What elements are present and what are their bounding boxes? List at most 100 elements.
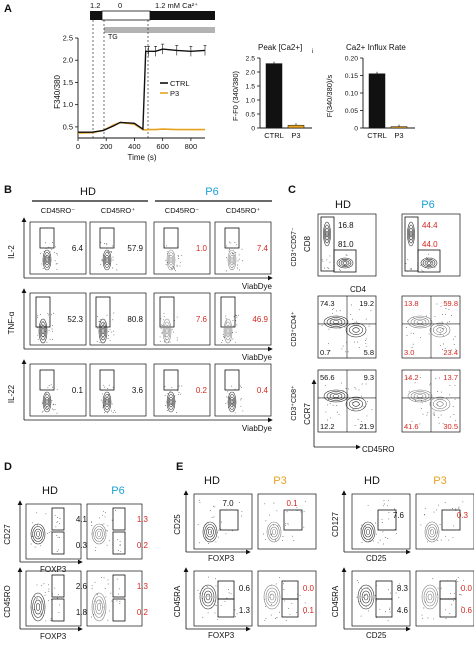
peak-cat-label: CTRL bbox=[264, 131, 284, 140]
flow-plot-e-1-r1-c0: 8.3 4.6 bbox=[351, 570, 411, 627]
flow-plot-e-1-r0-c0: 7.6 bbox=[351, 493, 411, 550]
gate-box bbox=[51, 507, 65, 531]
event-dot bbox=[40, 314, 42, 316]
event-dot bbox=[33, 540, 34, 542]
event-dot bbox=[346, 320, 348, 322]
plot-frame bbox=[89, 292, 147, 346]
event-dot bbox=[44, 594, 46, 596]
gate-box bbox=[112, 507, 126, 531]
event-dot bbox=[412, 343, 414, 345]
event-dot bbox=[363, 406, 365, 408]
event-dot bbox=[433, 538, 435, 540]
event-dot bbox=[176, 339, 178, 341]
flow-plot-d-r1-c1: 1.3 0.2 bbox=[86, 570, 149, 627]
event-dot bbox=[284, 600, 286, 602]
panel-e-xlabel-1-1: CD25 bbox=[366, 631, 387, 640]
gate-value: 0.1 bbox=[72, 386, 84, 395]
event-dot bbox=[100, 263, 102, 265]
event-dot bbox=[56, 517, 58, 518]
plot-frame bbox=[257, 493, 317, 550]
trace-ytick-label: 0.5 bbox=[63, 122, 73, 131]
event-dot bbox=[436, 391, 438, 392]
event-dot bbox=[369, 539, 371, 541]
event-dot bbox=[296, 506, 298, 508]
event-dot bbox=[338, 413, 340, 415]
event-dot bbox=[227, 334, 229, 336]
population-contour bbox=[42, 391, 52, 413]
event-dot bbox=[336, 411, 338, 413]
population-contour bbox=[227, 249, 237, 271]
event-dot bbox=[213, 516, 215, 518]
panel-d-xlabel-1: FOXP3 bbox=[40, 632, 67, 641]
population-contour bbox=[326, 317, 346, 327]
population-contour bbox=[263, 584, 281, 610]
gate-value: 0.3 bbox=[457, 511, 469, 520]
event-dot bbox=[421, 402, 423, 404]
gate-value: 0.2 bbox=[137, 608, 149, 617]
event-dot bbox=[226, 396, 228, 398]
event-dot bbox=[428, 253, 430, 255]
event-dot bbox=[105, 529, 107, 531]
panel-label-c: C bbox=[288, 184, 296, 196]
event-dot bbox=[231, 403, 233, 405]
event-dot bbox=[205, 537, 207, 539]
event-dot bbox=[208, 543, 210, 545]
event-dot bbox=[235, 251, 237, 253]
event-dot bbox=[296, 510, 298, 512]
population-contour bbox=[93, 596, 105, 618]
event-dot bbox=[365, 342, 367, 344]
event-dot bbox=[107, 391, 109, 393]
event-dot bbox=[173, 252, 175, 254]
event-dot bbox=[99, 246, 101, 248]
gate-box bbox=[163, 227, 179, 249]
population-contour bbox=[407, 389, 433, 403]
event-dot bbox=[264, 503, 266, 505]
plot-frame bbox=[415, 493, 474, 550]
event-dot bbox=[39, 332, 41, 334]
event-dot bbox=[455, 508, 457, 510]
event-dot bbox=[48, 329, 50, 331]
gate-box bbox=[320, 216, 335, 272]
gate-box bbox=[39, 227, 55, 249]
flow-plot-d-r1-c0: 2.6 1.8 bbox=[25, 570, 88, 627]
event-dot bbox=[199, 502, 201, 504]
event-dot bbox=[333, 307, 335, 309]
event-dot bbox=[103, 323, 105, 325]
event-dot bbox=[30, 543, 32, 545]
population-contour bbox=[345, 322, 367, 338]
event-dot bbox=[160, 327, 162, 329]
event-dot bbox=[452, 600, 454, 602]
gate-box bbox=[217, 580, 235, 600]
event-dot bbox=[55, 526, 57, 528]
event-dot bbox=[270, 584, 272, 586]
event-dot bbox=[48, 314, 50, 316]
event-dot bbox=[296, 612, 298, 614]
event-dot bbox=[226, 270, 227, 272]
population-contour bbox=[164, 324, 170, 338]
event-dot bbox=[233, 605, 235, 607]
event-dot bbox=[107, 583, 109, 585]
event-dot bbox=[234, 242, 236, 243]
event-dot bbox=[178, 255, 179, 257]
event-dot bbox=[235, 320, 237, 321]
event-dot bbox=[365, 338, 367, 340]
population-contour bbox=[410, 317, 430, 327]
event-dot bbox=[235, 616, 236, 618]
event-dot bbox=[167, 393, 169, 395]
event-dot bbox=[296, 598, 298, 600]
event-dot bbox=[455, 510, 457, 511]
event-dot bbox=[117, 539, 119, 541]
gate-value: 44.4 bbox=[422, 221, 438, 230]
gate-value: 0.2 bbox=[137, 541, 149, 550]
event-dot bbox=[423, 607, 425, 609]
panel-e-ylabel-0-0: CD25 bbox=[173, 514, 182, 535]
gate-box bbox=[404, 216, 419, 272]
event-dot bbox=[410, 332, 412, 334]
trace-ytick-label: 1.5 bbox=[63, 78, 73, 87]
event-dot bbox=[389, 607, 391, 609]
event-dot bbox=[332, 404, 334, 406]
event-dot bbox=[96, 341, 98, 342]
trace-line-ctrl bbox=[78, 48, 206, 133]
event-dot bbox=[297, 594, 298, 596]
event-dot bbox=[437, 404, 439, 406]
